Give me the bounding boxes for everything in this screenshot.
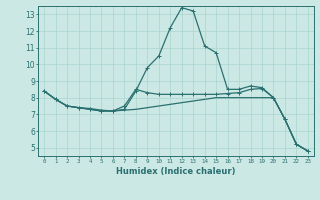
X-axis label: Humidex (Indice chaleur): Humidex (Indice chaleur) — [116, 167, 236, 176]
